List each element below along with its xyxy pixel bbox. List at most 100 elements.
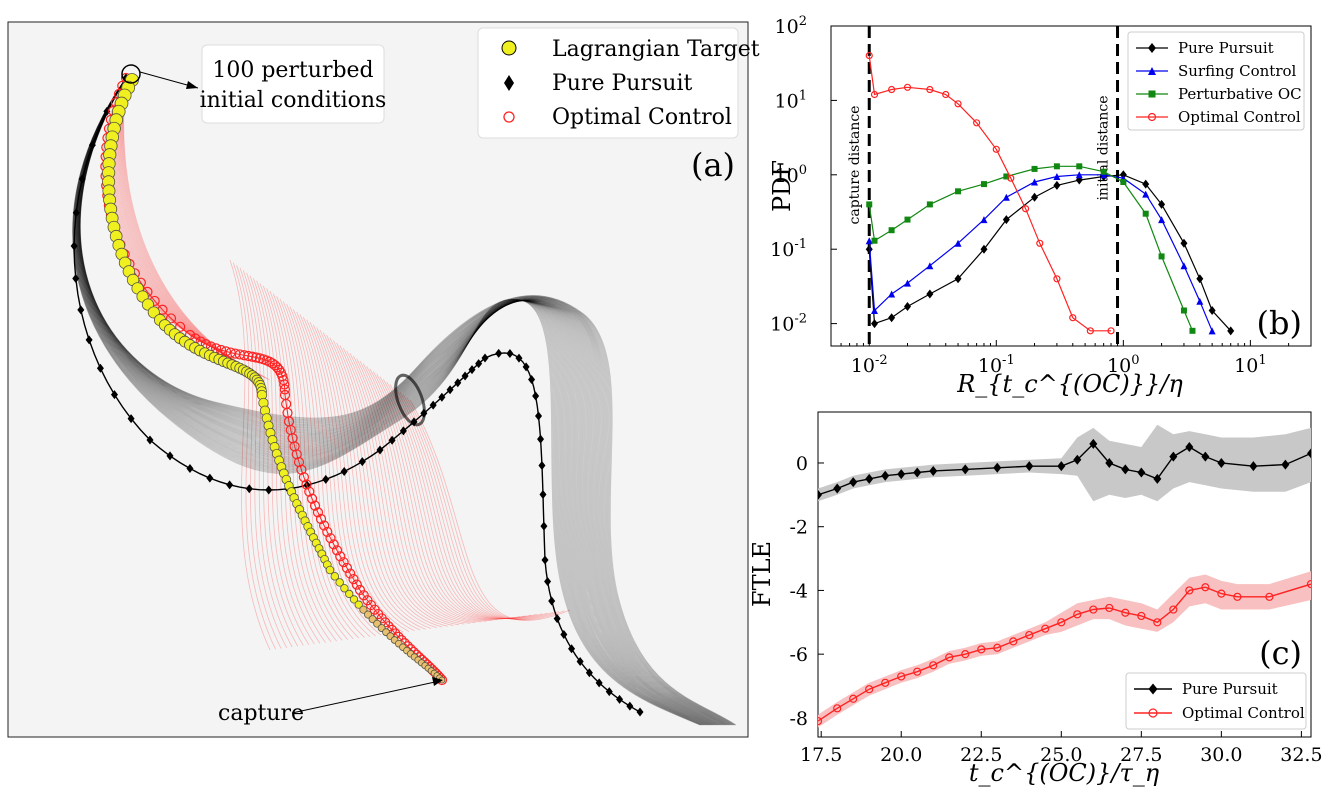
pursuit-perturbed-trajectory: [74, 77, 707, 726]
pursuit-perturbed-trajectory: [78, 77, 729, 726]
optimal-perturbed-trajectory: [402, 394, 560, 620]
panel-b-point: [1208, 327, 1216, 335]
optimal-marker: [264, 356, 275, 367]
pursuit-perturbed-trajectory: [73, 77, 706, 726]
panel-c-point: [833, 704, 842, 713]
pursuit-perturbed-trajectory: [73, 77, 704, 726]
panel-b-point: [1002, 215, 1010, 225]
optimal-marker: [272, 362, 283, 373]
pursuit-perturbed-trajectory: [73, 77, 706, 726]
pursuit-marker: [265, 485, 273, 495]
pursuit-marker: [388, 435, 396, 445]
target-marker: [330, 572, 340, 581]
optimal-perturbed-trajectory: [336, 342, 448, 627]
panel-b-point: [1107, 327, 1115, 335]
start-annotation-box: [201, 44, 385, 124]
pursuit-marker: [540, 521, 548, 531]
panel-b: 10-2 10-1 100 101 10-2 10-1 100 101 102 capture …: [768, 14, 1312, 398]
panel-c-point: [1185, 586, 1194, 595]
panel-b-point: [1196, 297, 1204, 305]
pursuit-marker: [538, 460, 546, 470]
pursuit-perturbed-trajectory: [79, 77, 735, 726]
panel-c-point: [849, 477, 858, 488]
panel-c-ytick-label: 0: [796, 453, 808, 475]
optimal-perturbed-trajectory: [252, 278, 310, 646]
pursuit-perturbed-trajectory: [79, 77, 730, 726]
pursuit-perturbed-trajectory: [72, 77, 701, 726]
panel-c-xtick-label: 22.5: [960, 744, 1002, 766]
optimal-marker: [251, 352, 262, 363]
panel-b-xtick-label: 10-1: [978, 353, 1015, 377]
optimal-perturbed-trajectory: [406, 397, 565, 621]
pursuit-marker: [78, 174, 86, 184]
panel-b-point: [1158, 253, 1165, 260]
pursuit-perturbed-trajectory: [76, 77, 718, 726]
panel-b-point: [992, 145, 1000, 153]
panel-c-point: [1073, 454, 1082, 465]
panel-b-point: [1142, 179, 1150, 189]
panel-b-point: [926, 201, 933, 208]
capture-annotation: capture: [218, 701, 304, 726]
panel-c-point: [1025, 461, 1034, 472]
panel-c-point: [993, 462, 1002, 473]
panel-b-point: [1100, 171, 1108, 179]
panel-c-point: [897, 672, 906, 681]
pursuit-perturbed-trajectory: [78, 77, 727, 726]
pursuit-perturbed-trajectory: [79, 77, 733, 726]
panel-c-legend-marker: [1148, 708, 1158, 718]
optimal-marker: [220, 346, 232, 357]
optimal-marker: [328, 539, 339, 550]
panel-c-point: [929, 661, 938, 670]
panel-b-point: [1053, 275, 1061, 283]
pure-pursuit-trajectory-bundle: [72, 77, 737, 726]
panel-b-point: [871, 319, 879, 329]
pursuit-perturbed-trajectory: [76, 77, 718, 726]
optimal-marker: [351, 579, 362, 590]
optimal-perturbed-trajectory: [366, 366, 498, 621]
panel-b-point: [926, 262, 934, 270]
pursuit-marker: [548, 596, 556, 606]
optimal-perturbed-trajectory: [379, 376, 521, 619]
optimal-perturbed-trajectory: [326, 335, 432, 629]
panel-b-label: (b): [1257, 304, 1302, 342]
panel-b-legend-box: [1127, 31, 1305, 131]
panel-b-point: [1075, 171, 1083, 179]
panel-b-point: [1208, 306, 1216, 316]
start-arrow-head: [186, 81, 198, 89]
optimal-perturbed-trajectory: [399, 392, 554, 620]
pursuit-marker: [206, 473, 214, 483]
optimal-perturbed-trajectory: [342, 347, 459, 626]
panel-c-xtick-label: 30.0: [1200, 744, 1242, 766]
panel-c-point: [1025, 630, 1034, 640]
panel-c-point: [881, 678, 890, 687]
pursuit-marker: [560, 630, 568, 640]
pursuit-marker: [468, 365, 476, 375]
panel-c-point: [1306, 579, 1311, 589]
panel-b-xlabel: R_{t_c^{(OC)}}/η: [956, 370, 1183, 398]
panel-c-point: [961, 464, 970, 475]
optimal-perturbed-trajectory: [122, 77, 268, 379]
optimal-perturbed-trajectory: [236, 265, 282, 649]
optimal-marker: [354, 584, 366, 596]
panel-a-label: (a): [691, 146, 735, 184]
optimal-perturbed-trajectory: [392, 386, 543, 620]
pursuit-marker: [626, 701, 634, 711]
panel-b-vline-label: capture distance: [847, 106, 863, 225]
optimal-marker: [298, 472, 310, 483]
panel-b-point: [1053, 172, 1061, 180]
pursuit-perturbed-trajectory: [75, 77, 714, 726]
pursuit-perturbed-trajectory: [79, 77, 734, 726]
pursuit-perturbed-trajectory: [79, 77, 732, 726]
panel-b-legend-marker: [1148, 67, 1156, 75]
optimal-perturbed-trajectory: [246, 272, 299, 647]
panel-c-legend: Pure Pursuit Optimal Control: [1125, 672, 1307, 730]
panel-b-legend-label: Optimal Control: [1178, 108, 1301, 126]
panel-c-point: [1121, 464, 1130, 475]
target-marker: [340, 584, 349, 593]
pursuit-marker: [226, 480, 234, 490]
pursuit-perturbed-trajectory: [72, 77, 701, 726]
panel-b-ytick-label: 101: [775, 88, 807, 112]
pursuit-perturbed-trajectory: [74, 77, 707, 726]
pursuit-marker: [166, 451, 174, 461]
panel-b-point: [926, 289, 934, 299]
